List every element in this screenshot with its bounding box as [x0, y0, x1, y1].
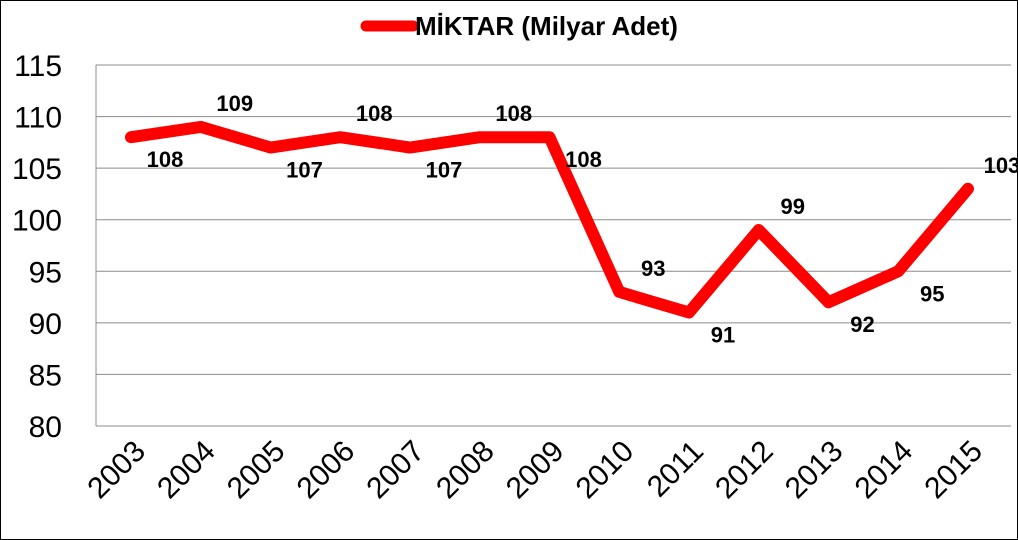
data-label: 99: [781, 194, 805, 219]
y-tick-label: 85: [29, 359, 62, 392]
x-tick-label: 2015: [918, 435, 989, 506]
x-tick-label: 2009: [500, 435, 571, 506]
y-tick-label: 100: [12, 205, 62, 238]
y-tick-label: 110: [14, 102, 62, 135]
data-label: 109: [216, 91, 253, 116]
x-tick-label: 2003: [81, 435, 152, 506]
legend-label: MİKTAR (Milyar Adet): [415, 11, 678, 41]
y-tick-label: 105: [12, 153, 62, 186]
y-tick-label: 95: [29, 256, 62, 289]
x-tick-label: 2012: [709, 435, 780, 506]
data-label: 92: [850, 312, 874, 337]
x-tick-label: 2011: [641, 435, 710, 504]
gridlines: [95, 64, 1011, 427]
data-label: 108: [495, 101, 532, 126]
data-label: 108: [356, 101, 393, 126]
x-tick-label: 2014: [849, 435, 920, 506]
data-label: 108: [147, 147, 184, 172]
x-tick-label: 2005: [221, 435, 292, 506]
y-tick-label: 80: [29, 411, 62, 444]
data-label: 107: [286, 158, 323, 183]
data-label: 91: [711, 323, 735, 348]
y-axis-tick-labels: 80 85 90 95 100 105 110 115: [12, 50, 62, 444]
x-tick-label: 2006: [291, 435, 362, 506]
y-tick-label: 90: [29, 308, 62, 341]
x-tick-label: 2007: [360, 435, 431, 506]
data-label: 95: [920, 281, 944, 306]
y-tick-label: 115: [14, 50, 62, 83]
x-axis-tick-labels: 2003 2004 2005 2006 2007 2008 2009 2010 2011 2012…: [81, 435, 989, 506]
data-label: 93: [641, 256, 665, 281]
x-tick-label: 2004: [151, 435, 222, 506]
x-tick-label: 2008: [430, 435, 501, 506]
x-tick-label: 2013: [779, 435, 850, 506]
legend: MİKTAR (Milyar Adet): [360, 11, 678, 41]
series-line: [125, 120, 974, 319]
data-labels: 108 109 107 108 107 108 108 93 91 99 92 95 103: [147, 91, 1017, 348]
data-label: 108: [565, 147, 602, 172]
data-label: 107: [426, 158, 463, 183]
x-tick-label: 2010: [570, 435, 641, 506]
data-label: 103: [984, 153, 1017, 178]
